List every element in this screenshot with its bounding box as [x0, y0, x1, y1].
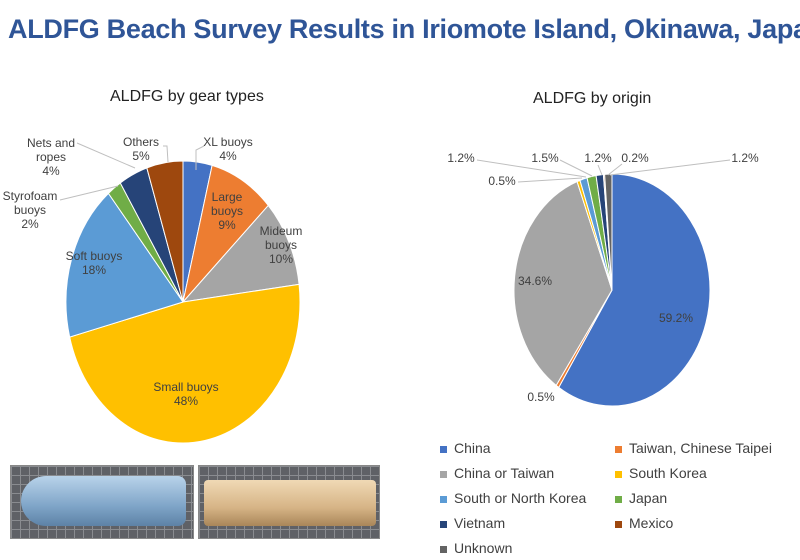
data-label: Mideum buoys 10%: [260, 224, 303, 266]
photo-styrofoam-buoy: [198, 465, 380, 539]
leader-line: [476, 159, 587, 178]
legend-swatch: [440, 470, 447, 478]
pie-slice-soft-buoys: [65, 192, 184, 338]
leader-line: [163, 145, 169, 163]
pie-slice-china-or-taiwan: [513, 180, 613, 387]
data-label: 1.2%: [447, 151, 475, 165]
pie-slice-others: [146, 160, 184, 303]
legend-item: China or Taiwan: [440, 465, 554, 481]
data-label: 1.2%: [731, 151, 759, 165]
leader-line: [195, 145, 205, 170]
data-label: 1.5%: [531, 151, 559, 165]
legend-label: South or North Korea: [454, 490, 587, 506]
leader-line: [559, 159, 593, 177]
legend-item: Japan: [615, 490, 667, 506]
legend-item: Unknown: [440, 540, 512, 556]
legend-swatch: [440, 545, 447, 553]
data-label: Small buoys 48%: [153, 380, 218, 408]
data-label: Others 5%: [123, 135, 159, 163]
data-label: 34.6%: [518, 274, 552, 288]
data-label: Large buoys 9%: [211, 190, 243, 232]
legend-swatch: [615, 495, 622, 503]
legend-item: Mexico: [615, 515, 673, 531]
pie-slice-unknown: [604, 173, 613, 291]
pie-slice-china: [558, 173, 711, 407]
legend-item: China: [440, 440, 491, 456]
legend-swatch: [615, 445, 622, 453]
pie-slice-large-buoys: [182, 164, 269, 304]
photo-blue-buoy: [10, 465, 194, 539]
origin-chart-title: ALDFG by origin: [533, 90, 652, 107]
data-label: Styrofoam buoys 2%: [3, 189, 58, 231]
data-label: 0.5%: [527, 390, 555, 404]
leader-line: [517, 177, 583, 183]
legend-item: South or North Korea: [440, 490, 586, 506]
pie-slice-small-buoys: [69, 283, 301, 444]
legend-swatch: [440, 495, 447, 503]
data-label: 0.5%: [488, 174, 516, 188]
leader-line: [607, 163, 623, 176]
leader-line: [59, 185, 119, 201]
legend-item: Taiwan, Chinese Taipei: [615, 440, 772, 456]
leader-line: [609, 159, 731, 176]
legend-label: China or Taiwan: [454, 465, 555, 481]
legend-label: Vietnam: [454, 515, 506, 531]
legend-label: Mexico: [629, 515, 674, 531]
legend-swatch: [440, 445, 447, 453]
data-label: Nets and ropes 4%: [27, 136, 75, 178]
data-label: XL buoys 4%: [203, 135, 253, 163]
slide-title: ALDFG Beach Survey Results in Iriomote I…: [8, 14, 800, 44]
pie-slice-mideum-buoys: [181, 204, 300, 303]
data-label: 0.2%: [621, 151, 649, 165]
legend-swatch: [615, 470, 622, 478]
legend-label: Unknown: [454, 540, 513, 556]
legend-label: China: [454, 440, 491, 456]
legend-item: Vietnam: [440, 515, 505, 531]
gear-chart-title: ALDFG by gear types: [110, 88, 264, 105]
legend-label: South Korea: [629, 465, 707, 481]
data-label: Soft buoys 18%: [66, 249, 123, 277]
leader-line: [597, 164, 603, 176]
legend-swatch: [440, 520, 447, 528]
legend-label: Taiwan, Chinese Taipei: [629, 440, 772, 456]
legend-swatch: [615, 520, 622, 528]
data-label: 1.2%: [584, 151, 612, 165]
data-label: 59.2%: [659, 311, 693, 325]
legend-label: Japan: [629, 490, 668, 506]
leader-line: [76, 142, 136, 169]
legend-item: South Korea: [615, 465, 707, 481]
